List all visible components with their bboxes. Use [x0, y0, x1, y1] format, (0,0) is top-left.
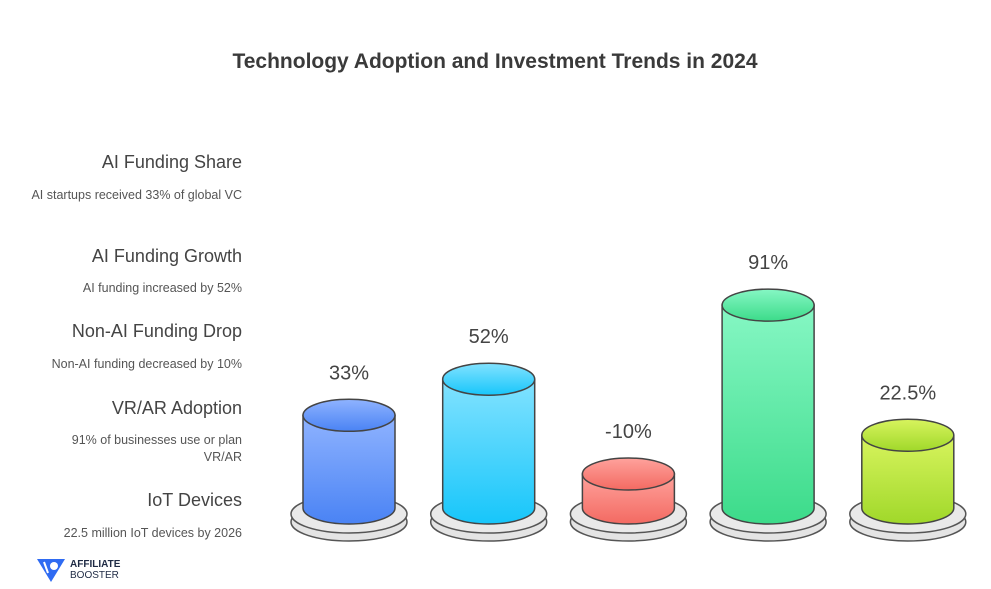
cylinder-top: [302, 398, 396, 433]
logo-line2: BOOSTER: [70, 570, 119, 581]
chart-title: Technology Adoption and Investment Trend…: [232, 50, 758, 73]
bar-2: -10%: [569, 421, 688, 542]
data-label: 52%: [469, 326, 509, 348]
item-description: Non-AI funding decreased by 10%: [51, 357, 242, 371]
cylinder-body: [302, 414, 396, 525]
cylinder-top: [441, 362, 536, 396]
affiliate-booster-logo: AFFILIATE BOOSTER: [36, 557, 120, 583]
cylinder-top: [721, 288, 815, 322]
item-description: AI funding increased by 52%: [82, 281, 242, 295]
bar-0: 33%: [290, 362, 408, 542]
item-description: 91% of businesses use or plan VR/AR: [71, 433, 242, 464]
data-label: 22.5%: [879, 382, 936, 404]
bar-3: 91%: [709, 252, 827, 542]
item-title: AI Funding Growth: [91, 246, 242, 266]
data-label: -10%: [605, 421, 652, 443]
item-title: AI Funding Share: [101, 152, 242, 172]
cylinder-top: [581, 457, 676, 491]
item-description: AI startups received 33% of global VC: [31, 188, 242, 202]
item-title: Non-AI Funding Drop: [71, 321, 242, 341]
data-label: 91%: [748, 252, 788, 274]
cylinder-body: [441, 378, 536, 525]
data-label: 33%: [329, 362, 369, 384]
logo-line1: AFFILIATE: [70, 559, 121, 570]
bar-4: 22.5%: [849, 382, 967, 542]
logo-icon: [37, 559, 65, 582]
item-title: IoT Devices: [147, 490, 242, 510]
item-description: 22.5 million IoT devices by 2026: [63, 526, 242, 540]
bar-1: 52%: [429, 326, 548, 542]
item-title: VR/AR Adoption: [111, 398, 242, 418]
cylinder-top: [861, 418, 955, 452]
cylinder-body: [861, 434, 955, 525]
cylinder-body: [721, 304, 815, 525]
